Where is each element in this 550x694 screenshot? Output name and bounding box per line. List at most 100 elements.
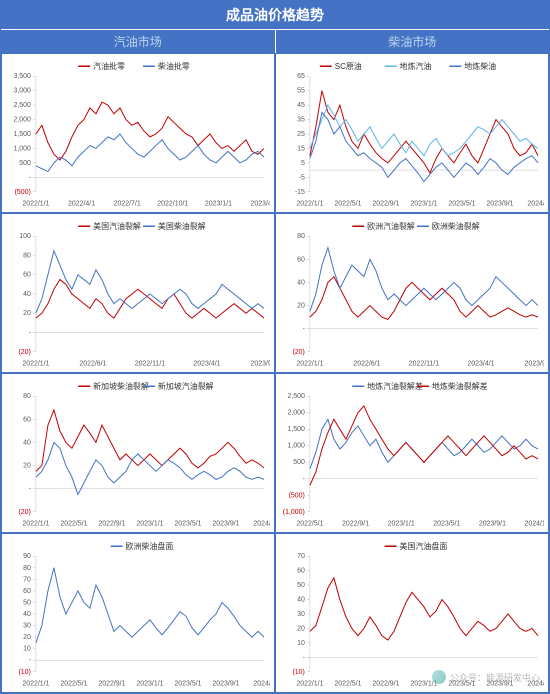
chart-svg: SC原油地炼汽油地炼柴油-15-551525354555652022/1/120… <box>280 58 544 208</box>
chart-c7: 欧洲柴油盘面(10)-1020304050607080902022/1/1202… <box>1 533 275 693</box>
x-tick-label: 2023/9/1 <box>524 361 544 368</box>
data-series <box>310 91 538 173</box>
x-tick-label: 2023/9/1 <box>479 521 506 528</box>
y-tick-label: - <box>303 326 306 333</box>
data-series <box>310 277 538 320</box>
y-tick-label: (500) <box>289 492 305 499</box>
data-series <box>310 406 538 485</box>
y-tick-label: (20) <box>18 509 30 516</box>
chart-svg: 美国汽油盘面(10)-102030405060702022/1/12022/5/… <box>280 538 544 688</box>
x-tick-label: 2022/11/1 <box>409 361 440 368</box>
legend-label: 汽油批零 <box>93 61 125 71</box>
legend-label: 欧洲柴油盘面 <box>126 541 174 551</box>
x-tick-label: 2023/5/1 <box>433 521 460 528</box>
x-tick-label: 2022/6/1 <box>353 361 380 368</box>
y-tick-label: 20 <box>23 463 31 470</box>
x-tick-label: 2022/11/1 <box>135 361 166 368</box>
x-tick-label: 2022/5/1 <box>334 201 361 208</box>
x-tick-label: 2023/5/1 <box>448 201 475 208</box>
y-tick-label: 40 <box>23 291 31 298</box>
legend-label: 新加坡柴油裂解 <box>93 381 149 391</box>
y-tick-label: 65 <box>297 73 305 80</box>
y-tick-label: 50 <box>23 599 31 606</box>
y-tick-label: 40 <box>297 279 305 286</box>
y-tick-label: 30 <box>297 611 305 618</box>
y-tick-label: (500) <box>15 189 31 196</box>
legend-label: SC原油 <box>335 61 362 71</box>
x-tick-label: 2023/1/1 <box>410 201 437 208</box>
legend-label: 美国汽油裂解 <box>93 221 141 231</box>
watermark-text: 公众号：能源研发中心 <box>450 671 540 684</box>
y-tick-label: 1,500 <box>287 426 305 433</box>
x-tick-label: 2023/9/1 <box>212 521 239 528</box>
y-tick-label: (1,000) <box>283 509 305 516</box>
data-series <box>310 248 538 312</box>
y-tick-label: (20) <box>292 349 304 356</box>
x-tick-label: 2022/9/1 <box>372 201 399 208</box>
y-tick-label: - <box>303 476 306 483</box>
wechat-icon <box>432 670 446 684</box>
chart-c8: 美国汽油盘面(10)-102030405060702022/1/12022/5/… <box>275 533 549 693</box>
y-tick-label: 2,000 <box>287 410 305 417</box>
x-tick-label: 2023/4/1 <box>467 361 494 368</box>
chart-svg: 汽油批零柴油批零(500)-5001,0001,5002,0002,5003,0… <box>6 58 270 208</box>
y-tick-label: 60 <box>23 272 31 279</box>
y-tick-label: -5 <box>299 174 305 181</box>
x-tick-label: 2023/4/1 <box>250 201 270 208</box>
y-tick-label: 100 <box>19 233 31 240</box>
y-tick-label: 90 <box>23 553 31 560</box>
y-tick-label: 40 <box>297 597 305 604</box>
y-tick-label: 20 <box>297 625 305 632</box>
legend-label: 欧洲汽油裂解 <box>367 221 415 231</box>
data-series <box>310 578 538 640</box>
legend-label: 地炼柴油裂解差 <box>432 381 488 391</box>
y-tick-label: 80 <box>297 233 305 240</box>
y-tick-label: 3,500 <box>13 73 31 80</box>
legend-label: 柴油批零 <box>158 61 190 71</box>
x-tick-label: 2023/9/1 <box>486 201 513 208</box>
data-series <box>36 442 264 494</box>
y-tick-label: 2,500 <box>13 102 31 109</box>
y-tick-label: 25 <box>297 131 305 138</box>
chart-dashboard: 成品油价格趋势 汽油市场 柴油市场 汽油批零柴油批零(500)-5001,000… <box>0 0 550 694</box>
y-tick-label: (20) <box>18 349 30 356</box>
y-tick-label: 1,000 <box>287 443 305 450</box>
x-tick-label: 2022/5/1 <box>296 521 323 528</box>
y-tick-label: 80 <box>23 252 31 259</box>
sub-header-row: 汽油市场 柴油市场 <box>1 29 549 53</box>
chart-c2: SC原油地炼汽油地炼柴油-15-551525354555652022/1/120… <box>275 53 549 213</box>
data-series <box>36 251 264 314</box>
x-tick-label: 2022/1/1 <box>22 361 49 368</box>
chart-c4: 欧洲汽油裂解欧洲柴油裂解(20)-204060802022/1/12022/6/… <box>275 213 549 373</box>
y-tick-label: 70 <box>297 553 305 560</box>
y-tick-label: 70 <box>23 576 31 583</box>
data-series <box>36 280 264 319</box>
legend-label: 美国汽油盘面 <box>400 541 448 551</box>
y-tick-label: 80 <box>23 565 31 572</box>
x-tick-label: 2022/9/1 <box>342 521 369 528</box>
y-tick-label: (10) <box>18 669 30 676</box>
legend-label: 地炼汽油 <box>400 61 432 71</box>
x-tick-label: 2022/5/1 <box>334 681 361 688</box>
y-tick-label: 40 <box>23 611 31 618</box>
chart-c1: 汽油批零柴油批零(500)-5001,0001,5002,0002,5003,0… <box>1 53 275 213</box>
x-tick-label: 2022/9/1 <box>98 681 125 688</box>
right-header: 柴油市场 <box>276 29 550 53</box>
y-tick-label: 5 <box>301 160 305 167</box>
x-tick-label: 2022/9/1 <box>98 521 125 528</box>
y-tick-label: 10 <box>23 646 31 653</box>
y-tick-label: 20 <box>23 634 31 641</box>
y-tick-label: 55 <box>297 88 305 95</box>
y-tick-label: 20 <box>23 310 31 317</box>
chart-c3: 美国汽油裂解美国柴油裂解(20)-204060801002022/1/12022… <box>1 213 275 373</box>
x-tick-label: 2023/5/1 <box>174 521 201 528</box>
y-tick-label: 50 <box>297 582 305 589</box>
y-tick-label: 40 <box>23 439 31 446</box>
chart-grid: 汽油批零柴油批零(500)-5001,0001,5002,0002,5003,0… <box>1 53 549 693</box>
x-tick-label: 2023/1/1 <box>388 521 415 528</box>
y-tick-label: 2,500 <box>287 393 305 400</box>
data-series <box>36 410 264 471</box>
y-tick-label: (10) <box>292 669 304 676</box>
x-tick-label: 2022/1/1 <box>296 361 323 368</box>
data-series <box>310 419 538 469</box>
